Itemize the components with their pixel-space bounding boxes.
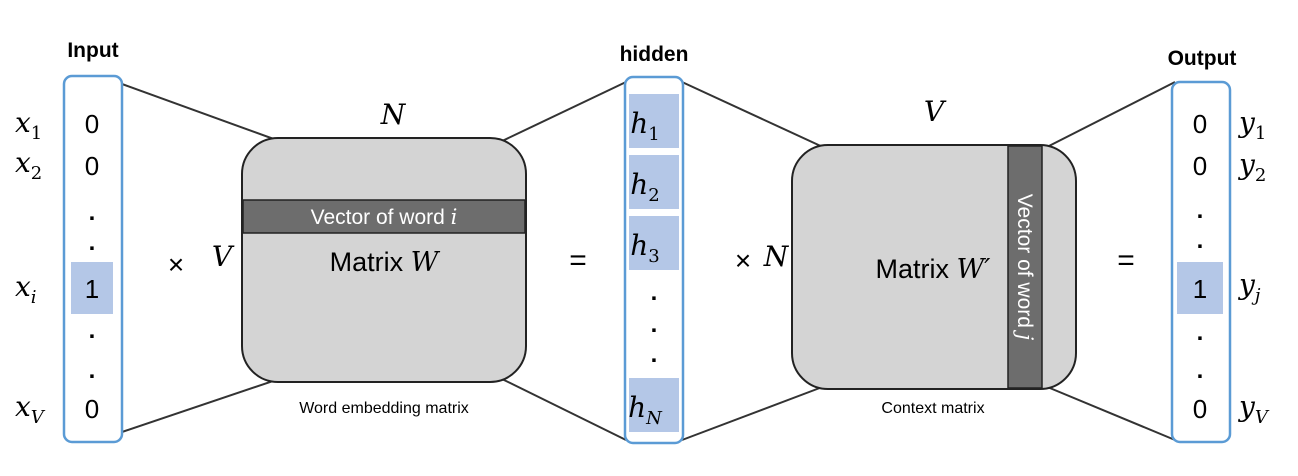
matrix-w2-caption: Context matrix <box>881 400 984 417</box>
matrix-w2-body <box>791 144 1077 390</box>
output-vector: Output 0 0 . . 1 . . 0 y1 y2 yj yV <box>1168 47 1270 444</box>
hidden-hn: hN <box>628 391 663 429</box>
matrix-w2-to-output-bottom <box>1044 385 1176 441</box>
hidden-cell-n <box>629 378 679 432</box>
input-label-xi: xi <box>15 270 37 308</box>
input-to-matrix-w-top <box>121 83 283 143</box>
output-dot-3: . <box>1197 319 1204 346</box>
input-label-x1: x1 <box>15 106 42 144</box>
output-title: Output <box>1168 47 1237 70</box>
times-operator-right: × <box>735 245 751 276</box>
hidden-h3: h3 <box>630 229 660 267</box>
matrix-w-row-label: Vector of word i <box>311 205 458 229</box>
output-value-1: 0 <box>1193 109 1207 139</box>
equals-operator-left: = <box>569 244 587 277</box>
output-frame <box>1170 80 1232 444</box>
input-label-xv: xV <box>15 390 46 428</box>
matrix-w-label: Matrix W <box>330 247 441 278</box>
output-label-yv: yV <box>1237 390 1270 428</box>
output-dot-1: . <box>1197 197 1204 224</box>
matrix-w2-side-dim: N <box>763 240 790 273</box>
projection-lines <box>121 81 1176 441</box>
matrix-w2-top-dim: V <box>924 95 947 128</box>
output-value-2: 0 <box>1193 151 1207 181</box>
output-dot-4: . <box>1197 357 1204 384</box>
hidden-dot-3: . <box>651 341 658 368</box>
matrix-w-prime: V Vector of word j Matrix W′ Context mat… <box>791 95 1077 417</box>
times-operator-left: × <box>168 249 184 280</box>
input-value-1: 0 <box>85 109 99 139</box>
hidden-cell-3 <box>629 216 679 270</box>
output-value-j: 1 <box>1193 274 1207 304</box>
hidden-to-matrix-w2-top <box>681 81 826 149</box>
input-value-i: 1 <box>85 274 99 304</box>
matrix-w: N Vector of word i Matrix W Word embeddi… <box>241 98 527 417</box>
matrix-w-row-band <box>242 199 526 234</box>
input-dot-3: . <box>89 317 96 344</box>
output-label-y1: y1 <box>1237 106 1266 144</box>
input-dot-4: . <box>89 357 96 384</box>
hidden-to-matrix-w2-bottom <box>681 385 826 441</box>
hidden-cell-2 <box>629 155 679 209</box>
hidden-dot-1: . <box>651 279 658 306</box>
input-frame <box>62 74 124 444</box>
matrix-w2-column-label: Vector of word j <box>1013 194 1037 341</box>
hidden-h1: h1 <box>630 107 660 145</box>
hidden-frame <box>623 75 685 445</box>
input-dot-2: . <box>89 229 96 256</box>
output-label-y2: y2 <box>1237 148 1266 186</box>
output-value-v: 0 <box>1193 394 1207 424</box>
input-dot-1: . <box>89 199 96 226</box>
input-value-v: 0 <box>85 394 99 424</box>
output-label-yj: yj <box>1237 268 1261 306</box>
input-vector: Input 0 0 . . 1 . . 0 x1 x2 xi xV <box>15 39 124 444</box>
matrix-w-body <box>241 137 527 383</box>
matrix-w-caption: Word embedding matrix <box>299 400 469 417</box>
matrix-w-top-dim: N <box>380 98 407 131</box>
hidden-dot-2: . <box>651 311 658 338</box>
input-value-2: 0 <box>85 151 99 181</box>
matrix-w2-column-band <box>1007 145 1043 389</box>
matrix-w-to-hidden-bottom <box>499 377 627 441</box>
hidden-cell-1 <box>629 94 679 148</box>
equals-operator-right: = <box>1117 244 1135 277</box>
hidden-vector: hidden h1 h2 h3 . . . hN <box>620 43 689 445</box>
hidden-h2: h2 <box>630 168 660 206</box>
matrix-w2-label: Matrix W′ <box>876 254 991 285</box>
input-title: Input <box>67 39 118 62</box>
input-to-matrix-w-bottom <box>121 377 283 433</box>
matrix-w-side-dim: V <box>212 240 235 273</box>
input-label-x2: x2 <box>15 146 42 184</box>
input-highlight-cell <box>71 262 113 314</box>
output-highlight-cell <box>1177 262 1223 314</box>
matrix-w-to-hidden-top <box>499 81 627 143</box>
output-dot-2: . <box>1197 227 1204 254</box>
hidden-title: hidden <box>620 43 689 66</box>
matrix-w2-to-output-top <box>1044 81 1176 149</box>
